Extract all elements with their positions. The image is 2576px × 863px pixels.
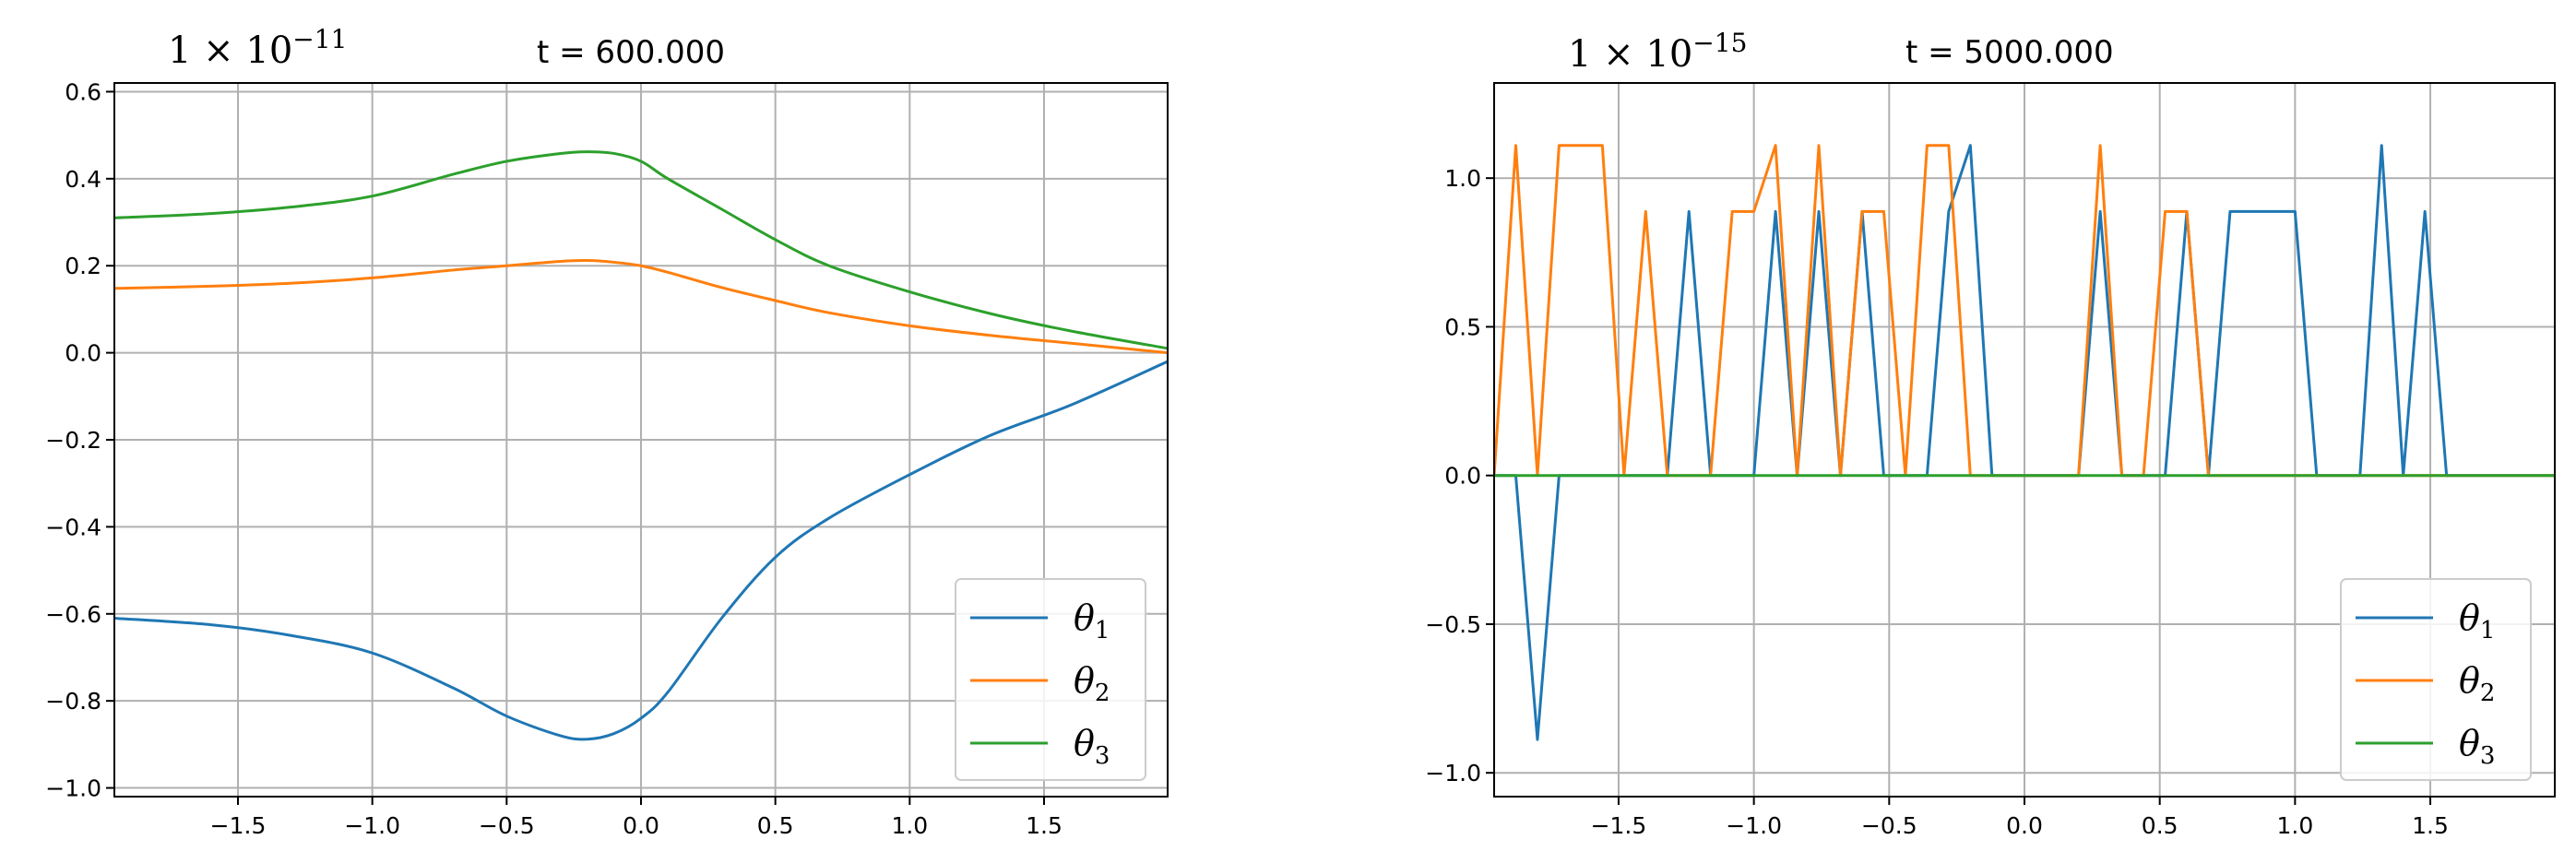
chart-title: t = 600.000 — [537, 34, 725, 71]
x-tick-label: −1.0 — [1726, 812, 1782, 839]
series-layer — [1494, 144, 2555, 741]
x-tick-label: 1.5 — [2412, 812, 2449, 839]
chart-theta-t5000: −1.5 −1.0 −0.5 0.0 0.5 1.0 1.5 −1.0 −0.5 0.0 0.5 1.… — [1425, 28, 2556, 839]
y-tick-label: 1.0 — [1444, 165, 1481, 192]
y-tick-label: 0.4 — [65, 166, 101, 193]
y-tick-label: −0.6 — [45, 601, 101, 628]
tick-marks — [106, 90, 1045, 805]
series-layer — [114, 150, 1168, 741]
x-tick-label: 0.5 — [757, 812, 794, 839]
y-tick-label: −0.4 — [45, 514, 101, 540]
x-tick-label: 1.5 — [1026, 812, 1062, 839]
x-tick-label: −1.5 — [1591, 812, 1647, 839]
legend-label-theta-1: θ1 — [2459, 597, 2495, 644]
series-line-theta-3 — [114, 150, 1168, 350]
legend-box — [2340, 578, 2532, 781]
series-line-theta-2 — [114, 259, 1168, 355]
x-tick-label: −1.5 — [210, 812, 267, 839]
y-tick-label: −0.8 — [45, 688, 101, 715]
legend-label-theta-3: θ3 — [1074, 723, 1110, 770]
offset-text: 1 × 10−11 — [168, 24, 347, 72]
tick-labels: −1.5 −1.0 −0.5 0.0 0.5 1.0 1.5 −1.0 −0.8 −0.6 −0.4… — [45, 78, 1062, 839]
y-tick-label: 0.6 — [65, 78, 101, 105]
x-tick-label: 0.0 — [623, 812, 659, 839]
y-tick-label: 0.0 — [65, 340, 101, 367]
legend-label-theta-2: θ2 — [2459, 660, 2495, 707]
x-tick-label: 1.0 — [2276, 812, 2313, 839]
chart-title: t = 5000.000 — [1905, 34, 2114, 71]
x-tick-label: 0.0 — [2006, 812, 2043, 839]
tick-labels: −1.5 −1.0 −0.5 0.0 0.5 1.0 1.5 −1.0 −0.5 0.0 0.5 1.… — [1425, 165, 2449, 839]
y-tick-label: 0.0 — [1444, 463, 1481, 490]
y-tick-label: −0.5 — [1425, 611, 1481, 638]
y-tick-label: −1.0 — [1425, 760, 1481, 786]
x-tick-label: −0.5 — [1861, 812, 1917, 839]
x-tick-label: −1.0 — [344, 812, 400, 839]
x-tick-label: 1.0 — [891, 812, 928, 839]
tick-marks — [1486, 177, 2432, 805]
offset-text: 1 × 10−15 — [1568, 28, 1747, 76]
legend-box — [955, 578, 1146, 781]
x-tick-label: −0.5 — [479, 812, 535, 839]
legend: θ1 θ2 θ3 — [955, 578, 1146, 781]
legend: θ1 θ2 θ3 — [2340, 578, 2532, 781]
y-tick-label: −1.0 — [45, 775, 101, 802]
y-tick-label: −0.2 — [45, 427, 101, 454]
legend-label-theta-2: θ2 — [1074, 660, 1110, 707]
legend-label-theta-3: θ3 — [2459, 723, 2495, 770]
chart-theta-t600: −1.5 −1.0 −0.5 0.0 0.5 1.0 1.5 −1.0 −0.8 −0.6 −0.4… — [45, 24, 1169, 839]
series-line-theta-1 — [114, 360, 1168, 741]
legend-label-theta-1: θ1 — [1074, 597, 1110, 644]
x-tick-label: 0.5 — [2142, 812, 2178, 839]
y-tick-label: 0.2 — [65, 253, 101, 279]
y-tick-label: 0.5 — [1444, 313, 1481, 340]
